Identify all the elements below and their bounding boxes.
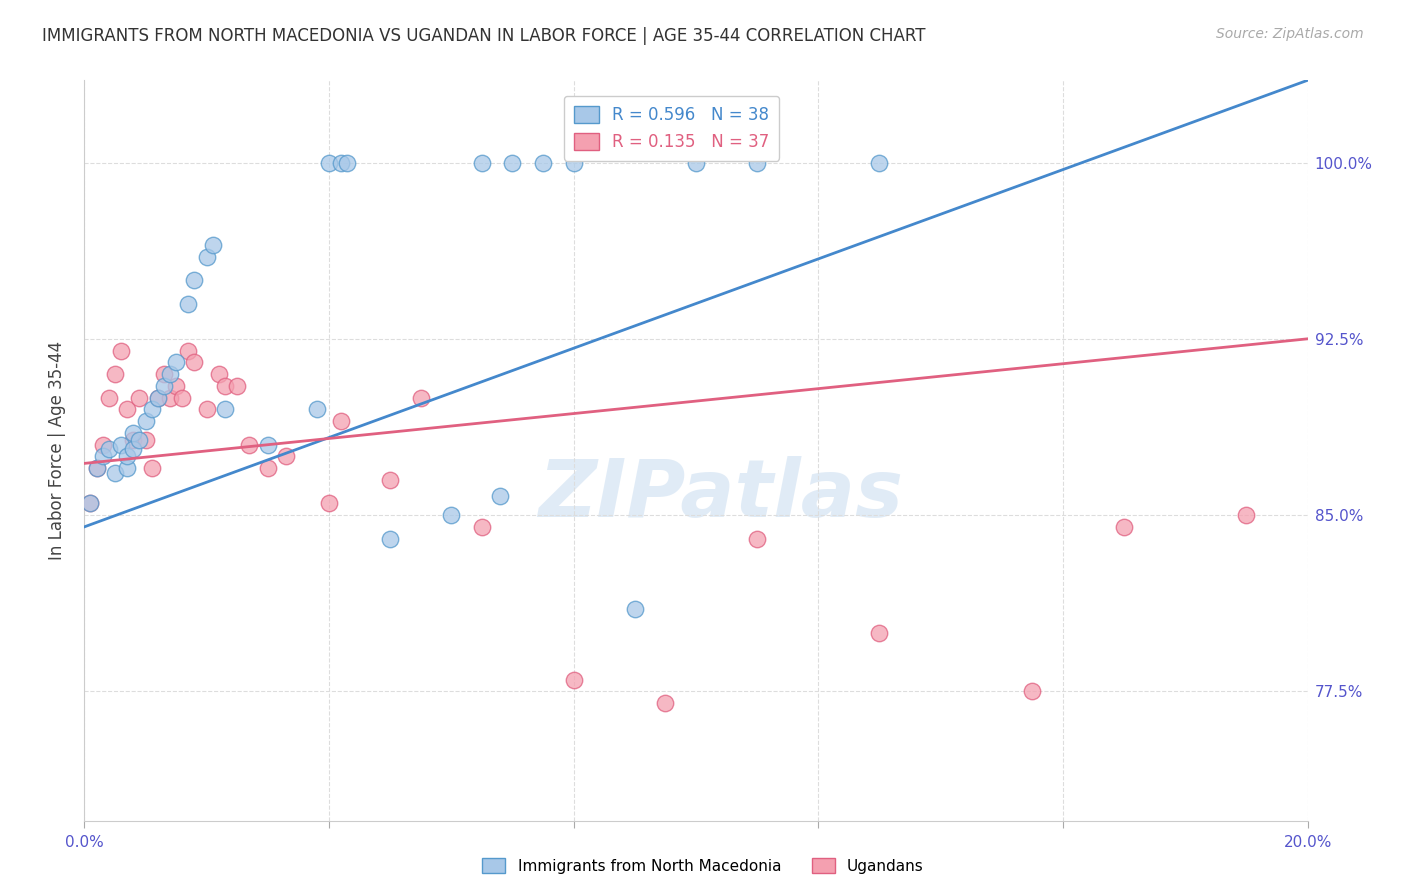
Y-axis label: In Labor Force | Age 35-44: In Labor Force | Age 35-44 xyxy=(48,341,66,560)
Point xyxy=(869,625,891,640)
Point xyxy=(380,532,402,546)
Point xyxy=(122,425,145,440)
Point xyxy=(195,402,218,417)
Point xyxy=(104,466,127,480)
Legend: R = 0.596   N = 38, R = 0.135   N = 37: R = 0.596 N = 38, R = 0.135 N = 37 xyxy=(564,96,779,161)
Point xyxy=(177,343,200,358)
Text: Source: ZipAtlas.com: Source: ZipAtlas.com xyxy=(1216,27,1364,41)
Point xyxy=(86,461,108,475)
Point xyxy=(153,367,176,381)
Point xyxy=(208,367,231,381)
Point xyxy=(624,602,647,616)
Point xyxy=(276,450,298,464)
Point xyxy=(141,461,163,475)
Point xyxy=(115,450,138,464)
Point xyxy=(502,155,524,169)
Point xyxy=(86,461,108,475)
Point xyxy=(531,155,554,169)
Point xyxy=(257,461,280,475)
Point xyxy=(747,532,769,546)
Point xyxy=(115,402,138,417)
Point xyxy=(330,414,353,428)
Point xyxy=(110,437,132,451)
Point xyxy=(214,402,236,417)
Point xyxy=(380,473,402,487)
Point xyxy=(869,155,891,169)
Point xyxy=(747,155,769,169)
Point xyxy=(177,296,200,310)
Point xyxy=(183,273,205,287)
Text: IMMIGRANTS FROM NORTH MACEDONIA VS UGANDAN IN LABOR FORCE | AGE 35-44 CORRELATIO: IMMIGRANTS FROM NORTH MACEDONIA VS UGAND… xyxy=(42,27,925,45)
Point xyxy=(115,461,138,475)
Point xyxy=(1021,684,1043,698)
Point xyxy=(135,414,157,428)
Point xyxy=(110,343,132,358)
Point xyxy=(489,489,512,503)
Legend: Immigrants from North Macedonia, Ugandans: Immigrants from North Macedonia, Ugandan… xyxy=(477,852,929,880)
Point xyxy=(141,402,163,417)
Point xyxy=(685,155,707,169)
Point xyxy=(122,433,145,447)
Point xyxy=(172,391,194,405)
Point xyxy=(195,250,218,264)
Point xyxy=(165,379,187,393)
Point xyxy=(135,433,157,447)
Point xyxy=(97,442,120,457)
Point xyxy=(165,355,187,369)
Point xyxy=(409,391,432,405)
Point xyxy=(146,391,169,405)
Point xyxy=(159,391,181,405)
Point xyxy=(318,155,340,169)
Point xyxy=(128,433,150,447)
Point xyxy=(122,442,145,457)
Point xyxy=(201,237,224,252)
Point xyxy=(330,155,353,169)
Point xyxy=(79,496,101,510)
Point xyxy=(471,155,494,169)
Point xyxy=(336,155,359,169)
Point xyxy=(91,437,114,451)
Point xyxy=(238,437,260,451)
Point xyxy=(97,391,120,405)
Text: ZIPatlas: ZIPatlas xyxy=(538,456,903,534)
Point xyxy=(471,520,494,534)
Point xyxy=(1114,520,1136,534)
Point xyxy=(1236,508,1258,522)
Point xyxy=(153,379,176,393)
Point xyxy=(214,379,236,393)
Point xyxy=(562,673,585,687)
Point xyxy=(257,437,280,451)
Point xyxy=(318,496,340,510)
Point xyxy=(104,367,127,381)
Point xyxy=(440,508,463,522)
Point xyxy=(183,355,205,369)
Point xyxy=(305,402,328,417)
Point xyxy=(128,391,150,405)
Point xyxy=(146,391,169,405)
Point xyxy=(654,696,676,710)
Point xyxy=(562,155,585,169)
Point xyxy=(79,496,101,510)
Point xyxy=(159,367,181,381)
Point xyxy=(226,379,249,393)
Point xyxy=(91,450,114,464)
